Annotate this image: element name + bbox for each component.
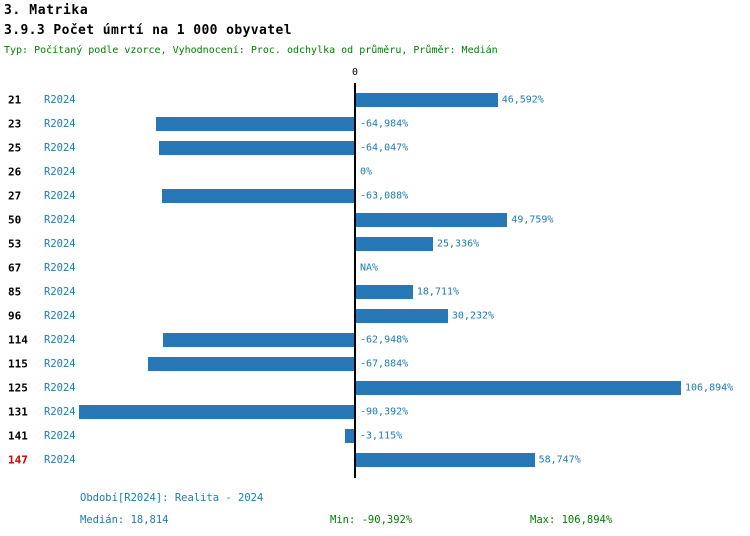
row-series-label: R2024 — [44, 310, 76, 322]
chart-row: 125 R2024 106,894% — [0, 376, 750, 400]
row-series-label: R2024 — [44, 214, 76, 226]
value-bar — [79, 405, 354, 419]
bar-value-label: 49,759% — [511, 214, 554, 226]
row-id-label: 96 — [8, 309, 22, 323]
value-bar — [162, 189, 354, 203]
row-series-label: R2024 — [44, 382, 76, 394]
chart-row: 114 R2024 -62,948% — [0, 328, 750, 352]
chart-row: 50 R2024 49,759% — [0, 208, 750, 232]
max-label: Max: 106,894% — [530, 514, 613, 526]
chart-row: 53 R2024 25,336% — [0, 232, 750, 256]
section-title: 3. Matrika — [4, 3, 89, 18]
bar-value-label: NA% — [360, 262, 379, 274]
row-id-label: 131 — [8, 405, 28, 419]
row-id-label: 114 — [8, 333, 28, 347]
value-bar — [162, 333, 354, 347]
chart-row: 23 R2024 -64,984% — [0, 112, 750, 136]
chart-row: 21 R2024 46,592% — [0, 88, 750, 112]
chart-rows: 21 R2024 46,592% 23 R2024 -64,984% 25 R2024 -64,… — [0, 88, 750, 472]
value-bar — [356, 453, 535, 467]
row-series-label: R2024 — [44, 454, 76, 466]
bar-value-label: -63,088% — [360, 190, 409, 202]
value-bar — [356, 237, 433, 251]
row-series-label: R2024 — [44, 142, 76, 154]
row-id-label: 115 — [8, 357, 28, 371]
row-id-label: 141 — [8, 429, 28, 443]
median-label: Medián: 18,814 — [80, 514, 169, 526]
bar-value-label: -67,884% — [360, 358, 409, 370]
bar-value-label: -90,392% — [360, 406, 409, 418]
row-id-label: 125 — [8, 381, 28, 395]
row-id-label: 85 — [8, 285, 22, 299]
row-series-label: R2024 — [44, 166, 76, 178]
row-id-label: 23 — [8, 117, 22, 131]
chart-row: 141 R2024 -3,115% — [0, 424, 750, 448]
value-bar — [147, 357, 354, 371]
row-series-label: R2024 — [44, 190, 76, 202]
zero-axis-label: 0 — [351, 67, 359, 78]
min-label: Min: -90,392% — [330, 514, 413, 526]
bar-value-label: -3,115% — [360, 430, 403, 442]
row-series-label: R2024 — [44, 334, 76, 346]
bar-value-label: 18,711% — [416, 286, 460, 298]
chart-row: 96 R2024 30,232% — [0, 304, 750, 328]
row-series-label: R2024 — [44, 118, 76, 130]
bar-value-label: -64,984% — [360, 118, 409, 130]
row-series-label: R2024 — [44, 430, 76, 442]
chart-row: 27 R2024 -63,088% — [0, 184, 750, 208]
chart-row: 115 R2024 -67,884% — [0, 352, 750, 376]
chart-title: 3.9.3 Počet úmrtí na 1 000 obyvatel — [4, 23, 292, 38]
bar-value-label: 25,336% — [437, 238, 480, 250]
row-id-label: 53 — [8, 237, 22, 251]
chart-row: 147 R2024 58,747% — [0, 448, 750, 472]
row-series-label: R2024 — [44, 406, 76, 418]
chart-row: 26 R2024 0% — [0, 160, 750, 184]
chart-row: 85 R2024 18,711% — [0, 280, 750, 304]
value-bar — [356, 309, 448, 323]
row-id-label: 50 — [8, 213, 22, 227]
bar-value-label: 58,747% — [538, 454, 581, 466]
row-id-label: 147 — [8, 453, 28, 467]
row-id-label: 67 — [8, 261, 22, 275]
row-id-label: 25 — [8, 141, 22, 155]
zero-axis-line — [354, 83, 356, 478]
chart-row: 131 R2024 -90,392% — [0, 400, 750, 424]
bar-value-label: -62,948% — [360, 334, 409, 346]
bar-value-label: -64,047% — [360, 142, 409, 154]
row-id-label: 21 — [8, 93, 22, 107]
bar-value-label: 106,894% — [685, 382, 734, 394]
row-id-label: 26 — [8, 165, 22, 179]
value-bar — [344, 429, 354, 443]
row-series-label: R2024 — [44, 94, 76, 106]
value-bar — [356, 381, 681, 395]
chart-row: 25 R2024 -64,047% — [0, 136, 750, 160]
value-bar — [156, 117, 354, 131]
row-series-label: R2024 — [44, 238, 76, 250]
value-bar — [356, 285, 413, 299]
row-id-label: 27 — [8, 189, 22, 203]
value-bar — [356, 93, 498, 107]
row-series-label: R2024 — [44, 262, 76, 274]
bar-value-label: 0% — [360, 166, 373, 178]
chart-row: 67 R2024 NA% — [0, 256, 750, 280]
row-series-label: R2024 — [44, 286, 76, 298]
chart-meta-line: Typ: Počítaný podle vzorce, Vyhodnocení:… — [4, 45, 498, 56]
row-series-label: R2024 — [44, 358, 76, 370]
bar-value-label: 30,232% — [451, 310, 495, 322]
period-label: Období[R2024]: Realita - 2024 — [80, 492, 264, 504]
value-bar — [159, 141, 354, 155]
value-bar — [356, 213, 508, 227]
bar-value-label: 46,592% — [501, 94, 544, 106]
